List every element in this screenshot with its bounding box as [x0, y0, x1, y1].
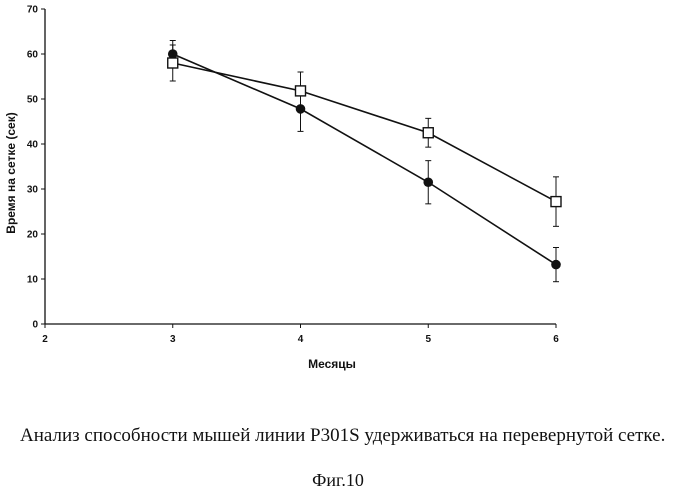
y-tick-label: 60	[27, 50, 39, 61]
x-tick-label: 2	[42, 334, 48, 345]
data-point-circle	[423, 177, 434, 188]
series-layer	[167, 40, 562, 283]
x-tick-label: 4	[298, 334, 304, 345]
y-axis: 0 10 20 30 40 50 60 70	[27, 5, 46, 331]
x-axis: 2 3 4 5 6	[42, 323, 559, 345]
x-axis-title: Месяцы	[308, 357, 356, 371]
y-tick-label: 0	[32, 320, 38, 331]
x-tick-label: 3	[170, 334, 176, 345]
y-tick-label: 10	[27, 275, 39, 286]
y-axis-title: Время на сетке (сек)	[4, 112, 18, 233]
x-tick-label: 5	[425, 334, 431, 345]
y-tick-label: 30	[27, 185, 39, 196]
line-chart: 0 10 20 30 40 50 60 70 2 3 4 5 6 Время на сетке (се…	[4, 5, 562, 371]
data-point-square	[167, 57, 179, 69]
series-1-line	[172, 53, 557, 266]
y-tick-label: 50	[27, 95, 39, 106]
data-point-circle	[551, 259, 561, 270]
data-point-square	[294, 85, 307, 97]
x-tick-label: 6	[553, 334, 559, 345]
series-1	[167, 40, 561, 283]
y-tick-label: 70	[27, 5, 39, 16]
series-2-line	[172, 62, 557, 203]
y-tick-label: 40	[27, 140, 39, 151]
series-2	[167, 44, 562, 227]
data-point-square	[422, 127, 434, 139]
figure-number: Фиг.10	[312, 470, 364, 490]
data-point-square	[550, 195, 562, 208]
figure-caption: Анализ способности мышей линии P301S уде…	[20, 425, 666, 446]
y-tick-label: 20	[27, 230, 39, 241]
